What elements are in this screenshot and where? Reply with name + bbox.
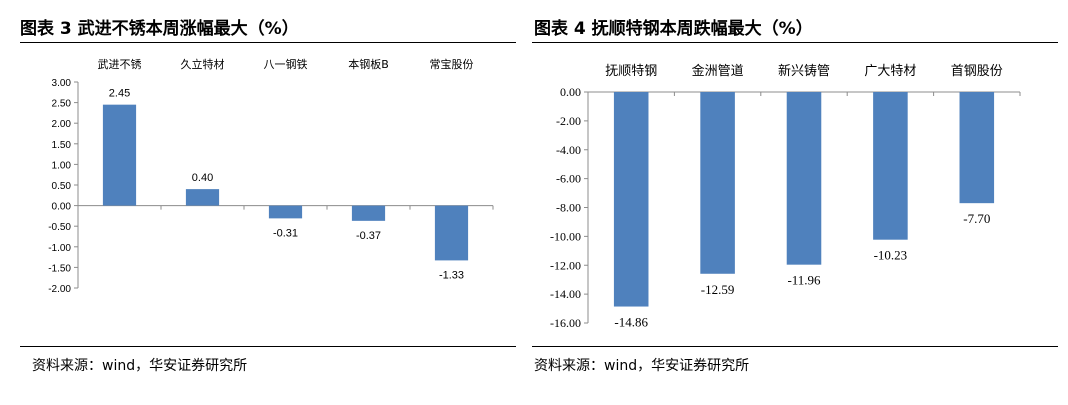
- data-label: -12.59: [701, 282, 735, 297]
- bar: [786, 92, 822, 265]
- chart-title: 图表 4 抚顺特钢本周跌幅最大（%）: [534, 19, 813, 39]
- bar: [102, 104, 137, 206]
- chart-title: 图表 3 武进不锈本周涨幅最大（%）: [20, 19, 299, 39]
- chart-panel-right: 图表 4 抚顺特钢本周跌幅最大（%） 0.00 -2.00 -4.00 -6.00 -8…: [532, 0, 1058, 405]
- bar: [351, 205, 386, 221]
- y-tick-label: -4.00: [556, 143, 581, 157]
- source-rule: [532, 346, 1058, 347]
- data-label: -10.23: [874, 248, 908, 263]
- y-tick-label: -14.00: [550, 287, 581, 301]
- data-label: -1.33: [439, 269, 464, 281]
- y-tick-label: -2.00: [556, 114, 581, 128]
- y-tick-label: -16.00: [550, 316, 581, 330]
- bar-chart-left: 3.00 2.50 2.00 1.50 1.00 0.50 0.00 -0.50 -1.00 -1…: [48, 57, 494, 295]
- bar: [873, 92, 908, 240]
- bar: [700, 92, 735, 274]
- y-tick-label: 2.50: [52, 99, 72, 110]
- data-label: -0.31: [273, 227, 298, 239]
- data-label: -11.96: [787, 273, 821, 288]
- y-tick-label: -8.00: [556, 201, 581, 215]
- y-tick-label: -1.50: [48, 263, 71, 274]
- y-tick-label: -0.50: [48, 222, 71, 233]
- y-tick-label: -10.00: [550, 229, 581, 243]
- category-label: 久立特材: [181, 57, 225, 71]
- data-label: -7.70: [963, 211, 990, 226]
- y-tick-label: 0.50: [52, 181, 72, 192]
- data-label: -0.37: [356, 230, 381, 242]
- y-tick-label: -12.00: [550, 258, 581, 272]
- bar: [434, 205, 469, 261]
- bar: [613, 92, 649, 307]
- y-tick-label: -2.00: [48, 284, 71, 295]
- title-rule: [532, 42, 1058, 43]
- title-rule: [20, 42, 516, 43]
- bar: [959, 92, 995, 204]
- y-tick-label: 3.00: [52, 78, 72, 89]
- category-label: 武进不锈: [98, 58, 142, 71]
- source-rule: [20, 346, 516, 347]
- category-label: 首钢股份: [951, 64, 1003, 79]
- data-label: 2.45: [109, 88, 130, 100]
- category-label: 新兴铸管: [778, 63, 830, 79]
- bar: [185, 189, 220, 206]
- source-note: 资料来源：wind，华安证券研究所: [534, 358, 750, 374]
- y-tick-label: 2.00: [52, 119, 72, 130]
- y-tick-label: 0.00: [52, 202, 72, 213]
- y-tick-label: -6.00: [556, 172, 581, 186]
- category-label: 广大特材: [864, 64, 916, 79]
- y-tick-label: 1.00: [52, 160, 72, 171]
- bar-chart-right: 0.00 -2.00 -4.00 -6.00 -8.00 -10.00 -12.00 -14.…: [550, 63, 1021, 330]
- chart-panel-left: 图表 3 武进不锈本周涨幅最大（%） 3.00 2.50 2.00 1.50 1.00 0…: [0, 0, 516, 405]
- data-label: -14.86: [614, 315, 648, 330]
- y-tick-label: 1.50: [52, 140, 72, 151]
- category-label: 金洲管道: [692, 63, 744, 79]
- category-label: 常宝股份: [430, 57, 474, 71]
- category-label: 八一钢铁: [264, 58, 308, 71]
- source-note: 资料来源：wind，华安证券研究所: [32, 358, 248, 374]
- y-tick-label: -1.00: [48, 243, 71, 254]
- data-label: 0.40: [192, 172, 213, 184]
- category-label: 抚顺特钢: [605, 64, 657, 79]
- category-label: 本钢板B: [348, 57, 389, 71]
- bar: [268, 205, 303, 219]
- y-tick-label: 0.00: [560, 85, 581, 99]
